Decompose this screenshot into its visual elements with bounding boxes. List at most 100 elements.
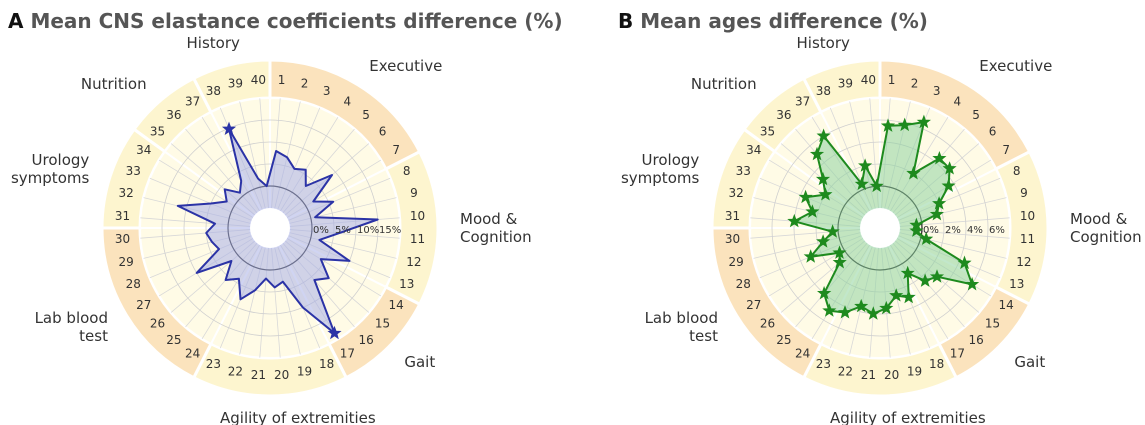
axis-label: 2 bbox=[301, 77, 309, 91]
axis-label: 32 bbox=[728, 186, 743, 200]
axis-label: 39 bbox=[228, 77, 243, 91]
axis-label: 4 bbox=[954, 94, 962, 108]
chart-title: B Mean ages difference (%) bbox=[618, 9, 928, 33]
axis-label: 21 bbox=[251, 368, 266, 382]
axis-label: 19 bbox=[907, 364, 922, 378]
axis-label: 26 bbox=[150, 317, 165, 331]
axis-label: 25 bbox=[776, 333, 791, 347]
point-marker bbox=[822, 303, 837, 317]
radial-tick-label: 0% bbox=[923, 225, 939, 236]
point-marker bbox=[866, 306, 881, 320]
axis-label: 9 bbox=[1020, 186, 1028, 200]
point-marker bbox=[942, 161, 957, 175]
axis-label: 11 bbox=[410, 232, 425, 246]
point-marker bbox=[832, 254, 847, 269]
axis-label: 23 bbox=[206, 357, 221, 371]
axis-label: 7 bbox=[1002, 143, 1010, 157]
axis-label: 5 bbox=[362, 108, 370, 122]
axis-label: 23 bbox=[816, 357, 831, 371]
group-label: Mood & Cognition bbox=[1070, 210, 1142, 246]
point-marker bbox=[803, 249, 818, 263]
axis-label: 24 bbox=[795, 347, 810, 361]
group-label: Executive bbox=[369, 56, 443, 75]
axis-label: 38 bbox=[206, 84, 221, 98]
grid-circle bbox=[793, 141, 967, 315]
axis-label: 6 bbox=[989, 124, 997, 138]
axis-label: 15 bbox=[375, 317, 390, 331]
axis-label: 34 bbox=[746, 143, 761, 157]
group-label: Lab blood test bbox=[644, 309, 718, 346]
grid-circle bbox=[161, 119, 379, 337]
point-marker bbox=[929, 206, 944, 221]
axis-label: 8 bbox=[403, 164, 411, 178]
axis-label: 36 bbox=[776, 108, 791, 122]
point-marker bbox=[909, 223, 924, 237]
group-label: Gait bbox=[404, 353, 436, 372]
axis-label: 12 bbox=[406, 255, 421, 269]
group-label: Lab blood test bbox=[34, 309, 108, 346]
point-marker bbox=[929, 269, 945, 283]
axis-label: 29 bbox=[118, 255, 133, 269]
center-hole bbox=[860, 208, 900, 248]
radial-tick-label: 4% bbox=[967, 225, 983, 236]
axis-label: 31 bbox=[115, 209, 130, 223]
point-marker bbox=[815, 171, 831, 186]
axis-label: 22 bbox=[838, 364, 853, 378]
axis-label: 10 bbox=[410, 209, 425, 223]
radial-tick-label: 5% bbox=[335, 225, 351, 236]
axis-label: 31 bbox=[725, 209, 740, 223]
group-label: Nutrition bbox=[80, 74, 147, 93]
axis-label: 3 bbox=[323, 84, 331, 98]
group-label: Agility of extremities bbox=[220, 409, 376, 425]
axis-label: 9 bbox=[410, 186, 418, 200]
radial-tick-label: 10% bbox=[357, 225, 379, 236]
point-marker bbox=[932, 196, 947, 210]
point-marker bbox=[825, 224, 840, 238]
point-marker bbox=[869, 178, 884, 193]
axis-label: 29 bbox=[728, 255, 743, 269]
axis-label: 36 bbox=[166, 108, 181, 122]
point-marker bbox=[809, 146, 825, 161]
axis-label: 1 bbox=[278, 73, 286, 87]
group-label: History bbox=[796, 34, 850, 53]
point-marker bbox=[816, 234, 831, 248]
group-label: Agility of extremities bbox=[830, 409, 986, 425]
axis-label: 22 bbox=[228, 364, 243, 378]
title-text: Mean CNS elastance coefficients differen… bbox=[30, 9, 562, 33]
point-marker bbox=[816, 128, 831, 142]
point-marker bbox=[889, 288, 904, 302]
point-marker bbox=[837, 305, 853, 319]
point-marker bbox=[880, 118, 896, 132]
axis-label: 20 bbox=[884, 368, 899, 382]
axis-label: 25 bbox=[166, 333, 181, 347]
chart-title: A Mean CNS elastance coefficients differ… bbox=[8, 9, 563, 33]
axis-label: 21 bbox=[861, 368, 876, 382]
axis-label: 39 bbox=[838, 77, 853, 91]
point-marker bbox=[832, 245, 847, 259]
panel-letter: B bbox=[618, 9, 633, 33]
axis-label: 1 bbox=[888, 73, 896, 87]
point-marker bbox=[941, 178, 956, 192]
group-label: Mood & Cognition bbox=[460, 210, 532, 246]
axis-label: 17 bbox=[340, 347, 355, 361]
group-label: Urology symptoms bbox=[620, 151, 700, 188]
point-marker bbox=[854, 298, 869, 313]
axis-label: 15 bbox=[985, 317, 1000, 331]
axis-label: 10 bbox=[1020, 209, 1035, 223]
axis-label: 28 bbox=[736, 277, 751, 291]
radial-tick-label: 15% bbox=[379, 225, 401, 236]
point-marker bbox=[901, 289, 916, 304]
group-label: Executive bbox=[979, 56, 1053, 75]
radial-tick-label: 6% bbox=[989, 225, 1005, 236]
axis-label: 38 bbox=[816, 84, 831, 98]
point-marker bbox=[817, 285, 832, 300]
axis-label: 19 bbox=[297, 364, 312, 378]
axis-label: 30 bbox=[115, 232, 130, 246]
axis-label: 17 bbox=[950, 347, 965, 361]
axis-label: 16 bbox=[968, 333, 983, 347]
point-marker bbox=[805, 204, 820, 218]
point-marker bbox=[965, 276, 980, 291]
point-marker bbox=[897, 117, 912, 132]
axis-label: 40 bbox=[251, 73, 266, 87]
axis-label: 4 bbox=[344, 94, 352, 108]
